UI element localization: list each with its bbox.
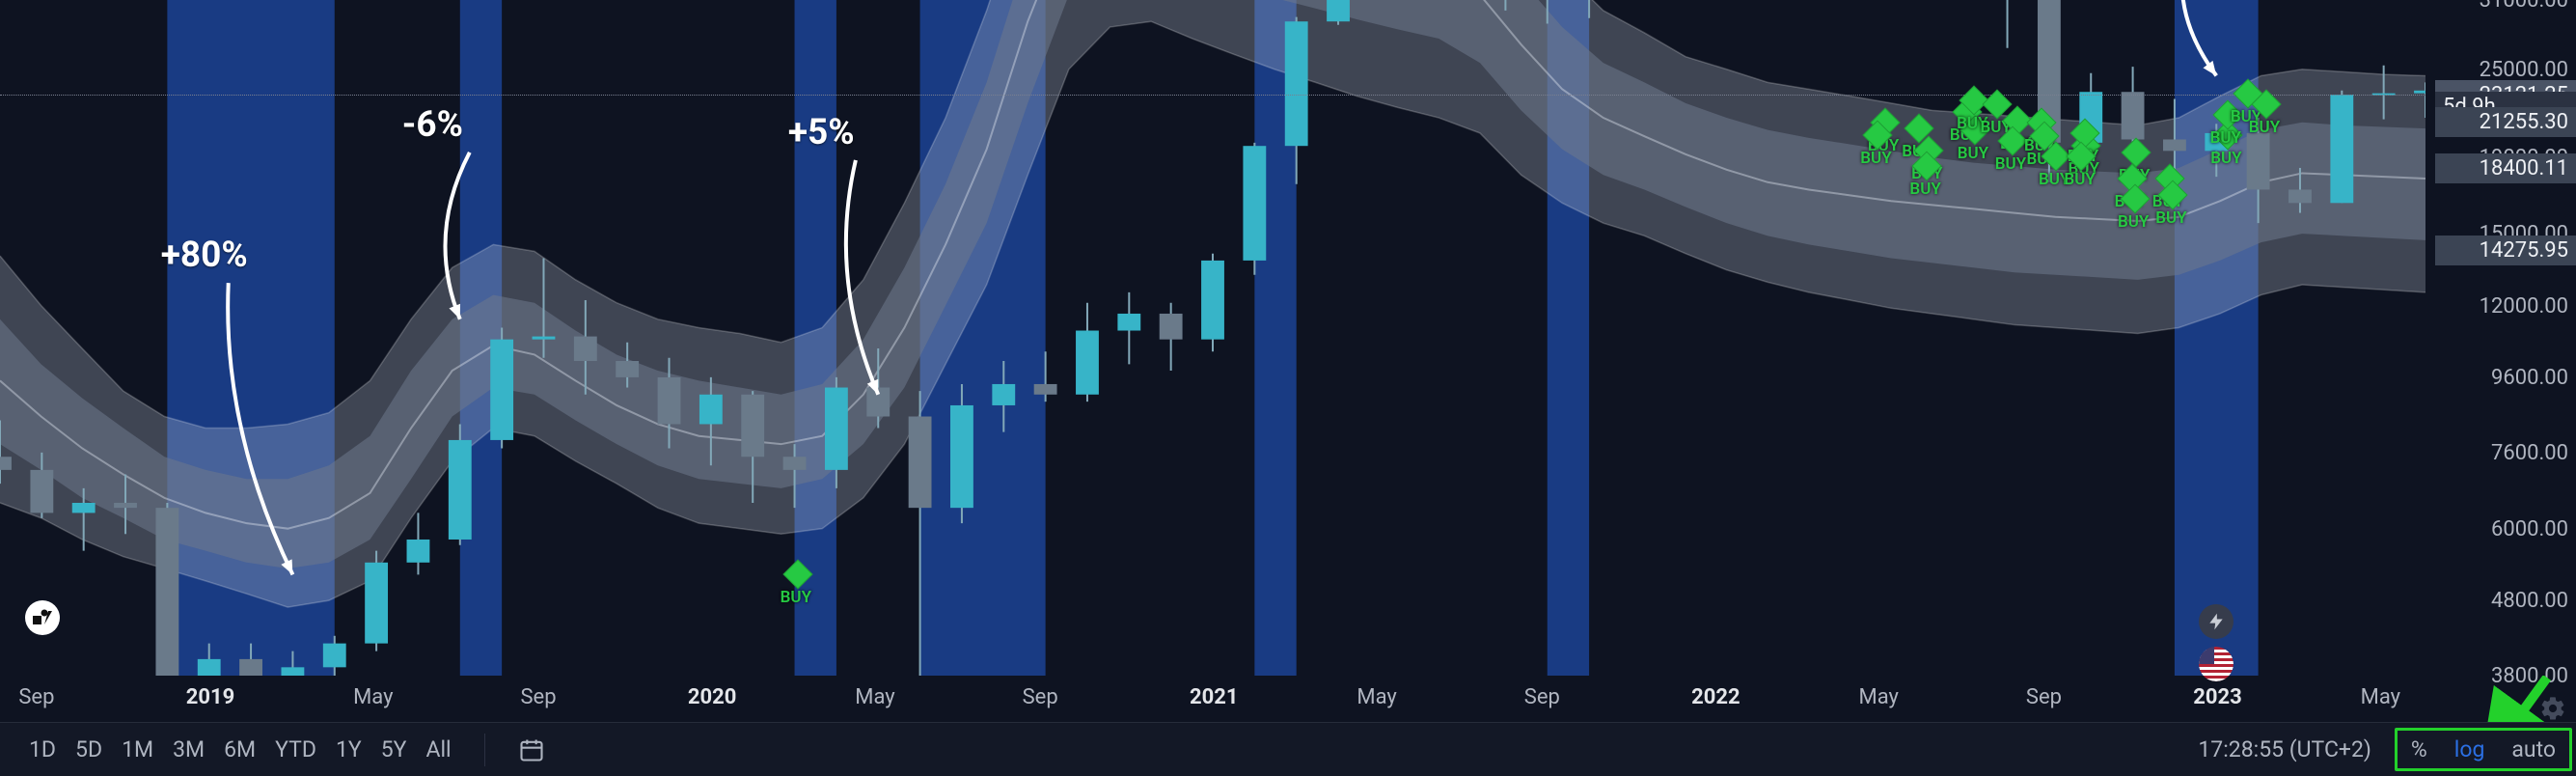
scale-toggle-group: % log auto bbox=[2395, 728, 2572, 771]
settings-icon[interactable] bbox=[2539, 695, 2566, 722]
clock: 17:28:55 (UTC+2) bbox=[2198, 736, 2371, 762]
range-3m[interactable]: 3M bbox=[163, 733, 214, 766]
buy-label: BUY bbox=[1958, 144, 1988, 163]
annotation-arrow bbox=[0, 0, 1, 1]
x-tick-year: 2023 bbox=[2193, 685, 2242, 709]
x-tick-month: Sep bbox=[1023, 685, 1058, 709]
x-tick-month: May bbox=[855, 685, 894, 709]
pct-annotation: +80% bbox=[161, 235, 248, 276]
x-tick-year: 2019 bbox=[186, 685, 235, 709]
calendar-button[interactable] bbox=[508, 733, 555, 767]
price-chart[interactable] bbox=[0, 0, 2425, 676]
range-1y[interactable]: 1Y bbox=[326, 733, 371, 766]
buy-label: BUY bbox=[1860, 149, 1891, 168]
buy-label: BUY bbox=[2210, 149, 2241, 168]
range-1m[interactable]: 1M bbox=[112, 733, 163, 766]
buy-label: BUY bbox=[1909, 180, 1940, 199]
range-6m[interactable]: 6M bbox=[214, 733, 265, 766]
auto-toggle[interactable]: auto bbox=[2498, 731, 2569, 768]
x-tick-month: May bbox=[1357, 685, 1396, 709]
snapshot-icon[interactable] bbox=[2199, 604, 2233, 639]
tradingview-logo bbox=[25, 600, 60, 635]
buy-label: BUY bbox=[2249, 118, 2280, 137]
pct-annotation: +5% bbox=[788, 112, 855, 153]
x-tick-month: Sep bbox=[1524, 685, 1560, 709]
range-5d[interactable]: 5D bbox=[66, 733, 112, 766]
x-tick-year: 2021 bbox=[1190, 685, 1239, 709]
buy-label: BUY bbox=[2118, 212, 2149, 232]
range-all[interactable]: All bbox=[416, 733, 460, 766]
range-1d[interactable]: 1D bbox=[19, 733, 66, 766]
buy-label: BUY bbox=[2155, 208, 2186, 228]
percent-toggle[interactable]: % bbox=[2398, 731, 2441, 768]
bottom-toolbar: 1D5D1M3M6MYTD1Y5YAll 17:28:55 (UTC+2) % … bbox=[0, 722, 2576, 776]
x-tick-month: Sep bbox=[520, 685, 556, 709]
x-tick-month: Sep bbox=[18, 685, 54, 709]
buy-label: BUY bbox=[1995, 154, 2026, 174]
pct-annotation: -6% bbox=[402, 104, 463, 146]
range-ytd[interactable]: YTD bbox=[265, 733, 326, 766]
x-tick-month: May bbox=[353, 685, 393, 709]
range-selector: 1D5D1M3M6MYTD1Y5YAll bbox=[19, 733, 555, 767]
price-tag: 21255.30 bbox=[2435, 107, 2576, 137]
x-tick-month: Sep bbox=[2026, 685, 2062, 709]
buy-label: BUY bbox=[2064, 170, 2095, 189]
last-price-hairline bbox=[0, 95, 2425, 96]
buy-label: BUY bbox=[2210, 128, 2241, 148]
x-tick-year: 2022 bbox=[1691, 685, 1740, 709]
us-flag-icon bbox=[2199, 647, 2233, 681]
price-tag: 14275.95 bbox=[2435, 236, 2576, 265]
x-tick-month: May bbox=[1859, 685, 1899, 709]
price-tag: 18400.11 bbox=[2435, 153, 2576, 183]
buy-label: BUY bbox=[781, 588, 811, 607]
log-toggle[interactable]: log bbox=[2441, 731, 2499, 768]
x-tick-year: 2020 bbox=[688, 685, 737, 709]
range-5y[interactable]: 5Y bbox=[371, 733, 417, 766]
